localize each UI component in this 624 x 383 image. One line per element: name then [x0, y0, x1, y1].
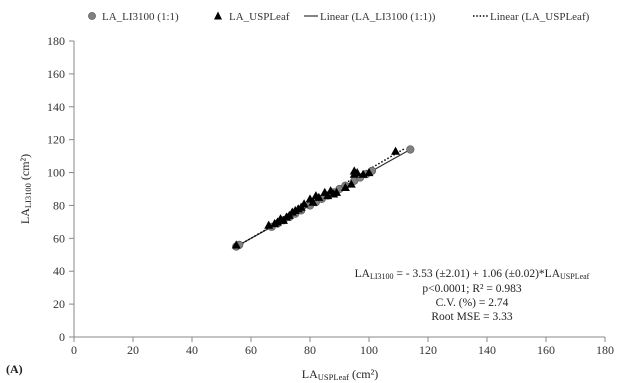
legend-label-linear-uspleaf: Linear (LA_USPLeaf) [490, 11, 590, 23]
point-uspleaf [314, 192, 324, 201]
legend-label-linear-li3100: Linear (LA_LI3100 (1:1)) [320, 11, 436, 23]
y-tick-label: 100 [47, 166, 65, 180]
y-tick-label: 20 [53, 297, 65, 311]
x-tick-label: 160 [537, 343, 555, 357]
x-axis-title: LAUSPLeaf (cm²) [302, 367, 378, 382]
point-uspleaf [308, 197, 318, 206]
point-uspleaf [346, 179, 356, 188]
point-uspleaf [391, 146, 401, 155]
data-points [231, 145, 415, 251]
point-uspleaf [231, 240, 241, 249]
y-axis-title: LALI3100 (cm²) [18, 154, 33, 224]
root-mse: Root MSE = 3.33 [431, 311, 512, 323]
fit-line-uspleaf [235, 148, 405, 248]
x-tick-label: 120 [419, 343, 437, 357]
legend-label-uspleaf: LA_USPLeaf [229, 11, 290, 23]
y-tick-label: 0 [59, 330, 65, 344]
legend-circle-marker [88, 12, 96, 20]
legend-triangle-marker [214, 11, 222, 20]
regression-equation: LALI3100 = - 3.53 (±2.01) + 1.06 (±0.02)… [355, 268, 590, 281]
point-uspleaf [352, 168, 362, 177]
point-uspleaf [332, 187, 342, 196]
y-ticks: 0 20 40 60 80 100 120 140 160 180 [47, 34, 74, 344]
point-uspleaf [299, 199, 309, 208]
coefficient-of-variation: C.V. (%) = 2.74 [436, 297, 509, 309]
regression-annotation: LALI3100 = - 3.53 (±2.01) + 1.06 (±0.02)… [355, 268, 590, 323]
x-tick-label: 80 [304, 343, 316, 357]
point-uspleaf [340, 182, 350, 191]
y-tick-label: 60 [53, 231, 65, 245]
x-tick-label: 60 [245, 343, 257, 357]
y-tick-label: 140 [47, 100, 65, 114]
y-tick-label: 40 [53, 264, 65, 278]
x-tick-label: 140 [478, 343, 496, 357]
x-tick-label: 20 [127, 343, 139, 357]
y-tick-label: 180 [47, 34, 65, 48]
y-tick-label: 160 [47, 67, 65, 81]
y-tick-label: 120 [47, 133, 65, 147]
point-li3100 [406, 145, 415, 154]
legend: LA_LI3100 (1:1) LA_USPLeaf Linear (LA_LI… [88, 11, 590, 23]
legend-label-li3100: LA_LI3100 (1:1) [102, 11, 179, 23]
y-tick-label: 80 [53, 198, 65, 212]
x-ticks: 0 20 40 60 80 100 120 140 160 180 [71, 337, 614, 357]
regression-stats: p<0.0001; R² = 0.983 [422, 283, 521, 295]
panel-label: (A) [6, 362, 23, 376]
x-tick-label: 0 [71, 343, 77, 357]
point-uspleaf [364, 168, 374, 177]
x-tick-label: 100 [360, 343, 378, 357]
x-tick-label: 40 [186, 343, 198, 357]
x-tick-label: 180 [596, 343, 614, 357]
